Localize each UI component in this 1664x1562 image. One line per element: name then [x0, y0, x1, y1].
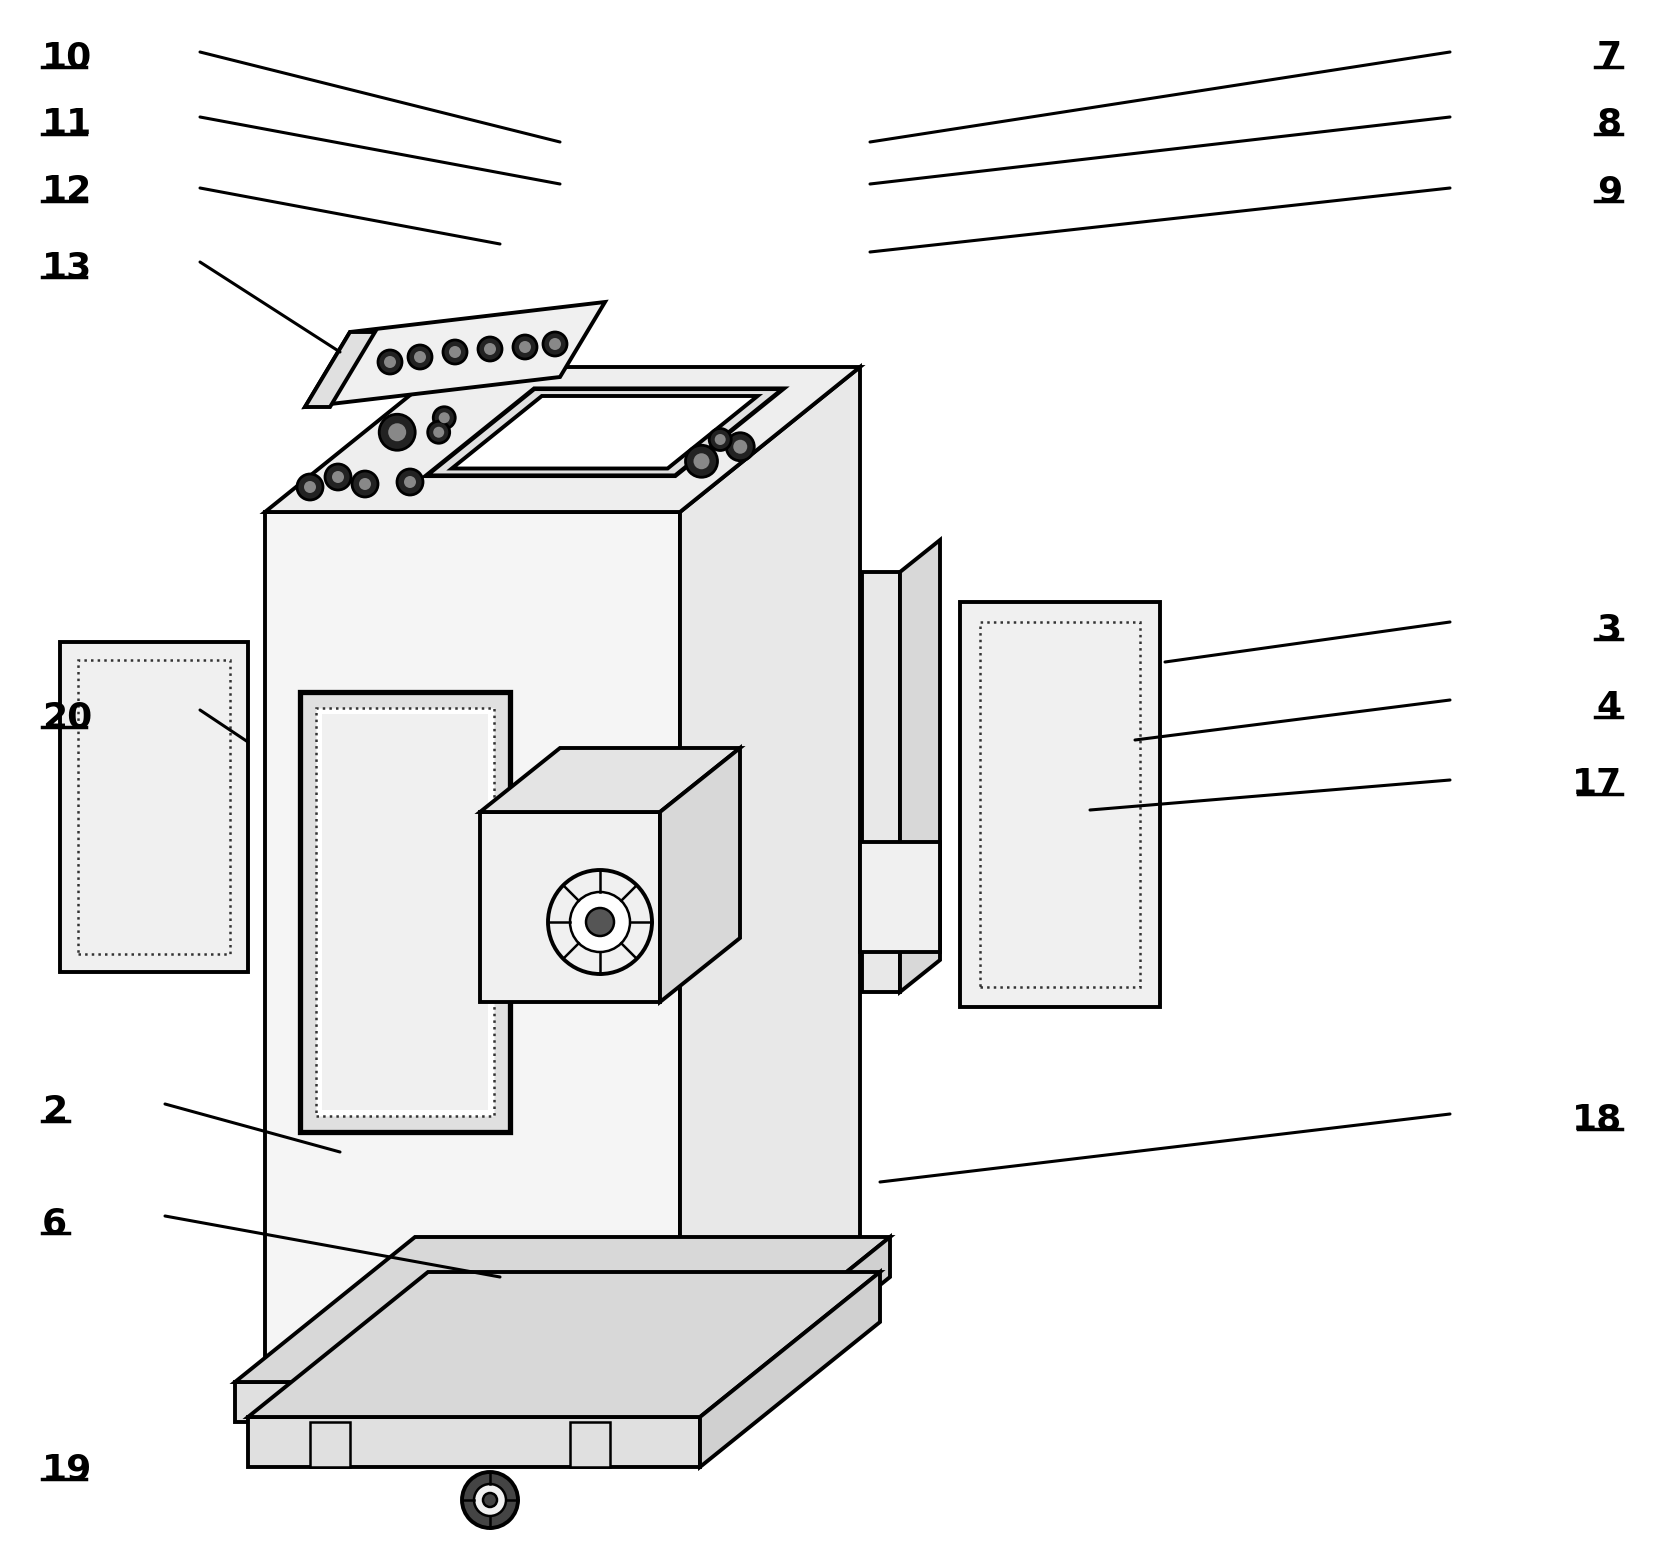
Circle shape: [686, 445, 717, 478]
Polygon shape: [701, 1271, 880, 1467]
Polygon shape: [426, 389, 784, 476]
Circle shape: [478, 337, 503, 361]
Polygon shape: [711, 1237, 890, 1421]
Circle shape: [519, 341, 531, 353]
Circle shape: [433, 426, 444, 437]
Circle shape: [734, 440, 747, 453]
Polygon shape: [265, 512, 681, 1387]
Circle shape: [726, 433, 754, 461]
Circle shape: [443, 341, 468, 364]
Circle shape: [716, 434, 726, 445]
Polygon shape: [571, 1421, 611, 1467]
Polygon shape: [310, 1421, 349, 1467]
Polygon shape: [316, 708, 494, 1115]
Polygon shape: [862, 572, 900, 992]
Circle shape: [378, 350, 403, 373]
Polygon shape: [235, 1237, 890, 1382]
Circle shape: [305, 481, 316, 494]
Text: 3: 3: [1597, 612, 1622, 647]
Text: 2: 2: [42, 1093, 67, 1128]
Circle shape: [474, 1484, 506, 1517]
Circle shape: [694, 453, 709, 469]
Circle shape: [333, 472, 344, 483]
Polygon shape: [305, 333, 374, 408]
Circle shape: [449, 347, 461, 358]
Circle shape: [484, 344, 496, 355]
Text: 13: 13: [42, 250, 92, 284]
Polygon shape: [248, 1271, 880, 1417]
Polygon shape: [305, 301, 606, 408]
Text: 10: 10: [42, 41, 92, 73]
Circle shape: [439, 412, 449, 423]
Text: 19: 19: [42, 1453, 93, 1485]
Text: 7: 7: [1597, 41, 1622, 73]
Circle shape: [414, 351, 426, 362]
Circle shape: [549, 337, 561, 350]
Circle shape: [483, 1493, 498, 1507]
Polygon shape: [960, 601, 1160, 1007]
Polygon shape: [323, 714, 488, 1111]
Text: 11: 11: [42, 108, 92, 141]
Circle shape: [384, 356, 396, 369]
Polygon shape: [661, 748, 740, 1001]
Circle shape: [463, 1471, 518, 1528]
Polygon shape: [235, 1382, 711, 1421]
Polygon shape: [479, 812, 661, 1001]
Circle shape: [296, 473, 323, 500]
Polygon shape: [300, 692, 509, 1132]
Text: 17: 17: [1572, 767, 1622, 801]
Text: 6: 6: [42, 1206, 67, 1240]
Circle shape: [379, 414, 416, 450]
Circle shape: [359, 478, 371, 490]
Polygon shape: [453, 397, 757, 469]
Polygon shape: [900, 540, 940, 992]
Text: 18: 18: [1572, 1103, 1622, 1136]
Text: 8: 8: [1597, 108, 1622, 141]
Circle shape: [433, 406, 456, 428]
Circle shape: [542, 333, 567, 356]
Circle shape: [709, 428, 730, 450]
Polygon shape: [860, 842, 940, 951]
Polygon shape: [60, 642, 248, 972]
Text: 9: 9: [1597, 173, 1622, 208]
Circle shape: [324, 464, 351, 490]
Polygon shape: [681, 367, 860, 1387]
Circle shape: [388, 423, 406, 440]
Text: 4: 4: [1597, 690, 1622, 725]
Polygon shape: [479, 748, 740, 812]
Circle shape: [547, 870, 652, 975]
Text: 20: 20: [42, 700, 92, 734]
Circle shape: [586, 908, 614, 936]
Polygon shape: [265, 367, 860, 512]
Circle shape: [513, 334, 537, 359]
Circle shape: [353, 472, 378, 497]
Circle shape: [408, 345, 433, 369]
Circle shape: [398, 469, 423, 495]
Circle shape: [428, 422, 449, 444]
Text: 12: 12: [42, 173, 92, 208]
Circle shape: [404, 476, 416, 487]
Polygon shape: [248, 1417, 701, 1467]
Circle shape: [571, 892, 631, 951]
